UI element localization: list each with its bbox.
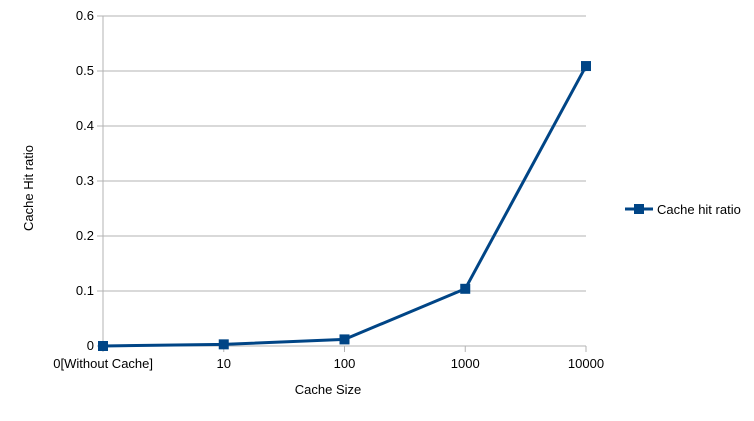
data-point-marker bbox=[218, 339, 229, 350]
y-tick-label: 0.5 bbox=[76, 63, 94, 78]
data-point-marker bbox=[98, 341, 108, 351]
data-point-marker bbox=[581, 61, 591, 72]
y-tick-label: 0.2 bbox=[76, 228, 94, 243]
legend-label: Cache hit ratio bbox=[657, 202, 741, 217]
legend: Cache hit ratio bbox=[625, 202, 741, 217]
gridlines bbox=[103, 15, 586, 292]
axes bbox=[97, 15, 587, 352]
y-tick-label: 0.6 bbox=[76, 8, 94, 23]
y-axis-label: Cache Hit ratio bbox=[21, 145, 36, 231]
y-tick-label: 0.3 bbox=[76, 173, 94, 188]
y-tick-labels: 0 0.1 0.2 0.3 0.4 0.5 0.6 bbox=[76, 8, 94, 353]
y-tick-label: 0.1 bbox=[76, 283, 94, 298]
x-axis-label: Cache Size bbox=[295, 382, 361, 397]
y-tick-label: 0 bbox=[87, 338, 94, 353]
data-point-marker bbox=[339, 334, 350, 345]
series bbox=[98, 61, 591, 351]
x-tick-label: 100 bbox=[334, 356, 356, 371]
x-tick-label: 10000 bbox=[568, 356, 604, 371]
data-point-marker bbox=[460, 283, 471, 294]
legend-marker-swatch bbox=[634, 204, 644, 214]
x-tick-label: 0[Without Cache] bbox=[53, 356, 153, 371]
series-line bbox=[102, 65, 588, 348]
x-tick-label: 1000 bbox=[451, 356, 480, 371]
x-tick-label: 10 bbox=[217, 356, 231, 371]
y-tick-label: 0.4 bbox=[76, 118, 94, 133]
x-tick-labels: 0[Without Cache] 10 100 1000 10000 bbox=[53, 356, 604, 371]
